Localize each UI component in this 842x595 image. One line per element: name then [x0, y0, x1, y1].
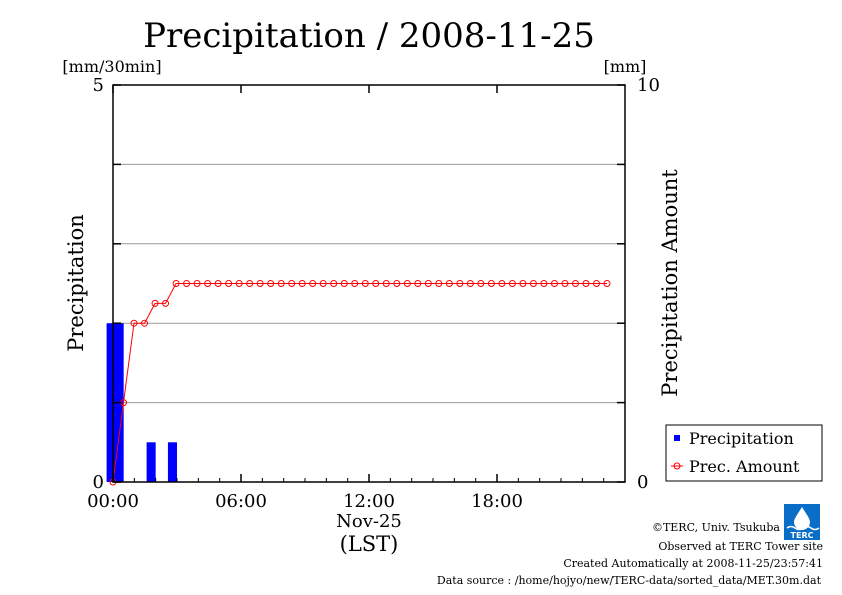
amount-point [204, 280, 212, 287]
legend-label-amount: Prec. Amount [689, 457, 800, 476]
axis-ticks: 00:00 06:00 12:00 18:00 0 5 0 10 [87, 75, 660, 512]
amount-point [225, 280, 233, 287]
right-axis-unit: [mm] [604, 57, 647, 76]
amount-point [424, 280, 432, 287]
amount-point [414, 280, 422, 287]
amount-point [592, 280, 600, 287]
terc-logo: TERC [784, 504, 820, 540]
amount-point [183, 280, 191, 287]
amount-point [603, 280, 611, 287]
amount-point [456, 280, 464, 287]
amount-point [256, 280, 264, 287]
amount-point [382, 280, 390, 287]
x-tick-label: 12:00 [343, 491, 395, 512]
amount-point [151, 299, 159, 307]
precipitation-bar [146, 442, 156, 482]
created-text: Created Automatically at 2008-11-25/23:5… [563, 557, 823, 570]
amount-point [529, 280, 537, 287]
amount-point [267, 280, 275, 287]
amount-point [540, 280, 548, 287]
logo-drop-icon [794, 507, 810, 530]
left-y-tick-label: 0 [93, 472, 104, 493]
amount-point [372, 280, 380, 287]
amount-point [330, 280, 338, 287]
x-tick-label: 00:00 [87, 491, 139, 512]
amount-point [246, 280, 254, 287]
logo-wave-icon [786, 525, 820, 531]
amount-point [445, 280, 453, 287]
amount-point [235, 280, 243, 287]
amount-point [277, 280, 285, 287]
amount-point [288, 280, 296, 287]
amount-point [477, 280, 485, 287]
legend-label-precipitation: Precipitation [689, 429, 794, 448]
amount-point [214, 280, 222, 287]
amount-line [112, 283, 607, 483]
logo-text: TERC [791, 531, 814, 540]
amount-point [571, 280, 579, 287]
amount-point [435, 280, 443, 287]
amount-point [508, 280, 516, 287]
amount-point [298, 280, 306, 287]
amount-point [403, 280, 411, 287]
x-tick-label: 06:00 [215, 491, 267, 512]
chart-title: Precipitation / 2008-11-25 [143, 16, 595, 56]
x-axis-date-label: Nov-25 [336, 511, 402, 532]
legend-box [665, 424, 823, 482]
amount-point [487, 280, 495, 287]
amount-point [309, 280, 317, 287]
right-y-tick-label: 0 [637, 472, 648, 493]
x-tick-label: 18:00 [471, 491, 523, 512]
left-axis-unit: [mm/30min] [62, 57, 161, 76]
x-axis-unit-label: (LST) [340, 532, 399, 556]
amount-point [193, 280, 201, 287]
amount-point [466, 280, 474, 287]
amount-point [498, 280, 506, 287]
source-text: Data source : /home/hojyo/new/TERC-data/… [437, 574, 822, 587]
right-axis-title: Precipitation Amount [658, 169, 682, 397]
precipitation-amount-line [109, 280, 611, 486]
amount-point [351, 280, 359, 287]
amount-point [172, 280, 180, 287]
amount-point [162, 299, 170, 307]
amount-point [393, 280, 401, 287]
amount-point [361, 280, 369, 287]
legend-marker [673, 462, 681, 470]
amount-point [340, 280, 348, 287]
right-y-tick-label: 10 [637, 75, 660, 96]
amount-point [561, 280, 569, 287]
amount-point [582, 280, 590, 287]
copyright-text: ©TERC, Univ. Tsukuba [652, 521, 780, 534]
left-axis-title: Precipitation [64, 214, 88, 352]
amount-point [519, 280, 527, 287]
gridlines [113, 163, 625, 404]
amount-point [141, 319, 149, 327]
amount-point [550, 280, 558, 287]
amount-point [130, 319, 138, 327]
amount-point [319, 280, 327, 287]
precipitation-bar [167, 442, 177, 482]
legend: Precipitation Prec. Amount [665, 424, 823, 482]
left-y-tick-label: 5 [93, 75, 104, 96]
site-text: Observed at TERC Tower site [658, 540, 823, 553]
legend-bar-swatch [674, 435, 680, 441]
